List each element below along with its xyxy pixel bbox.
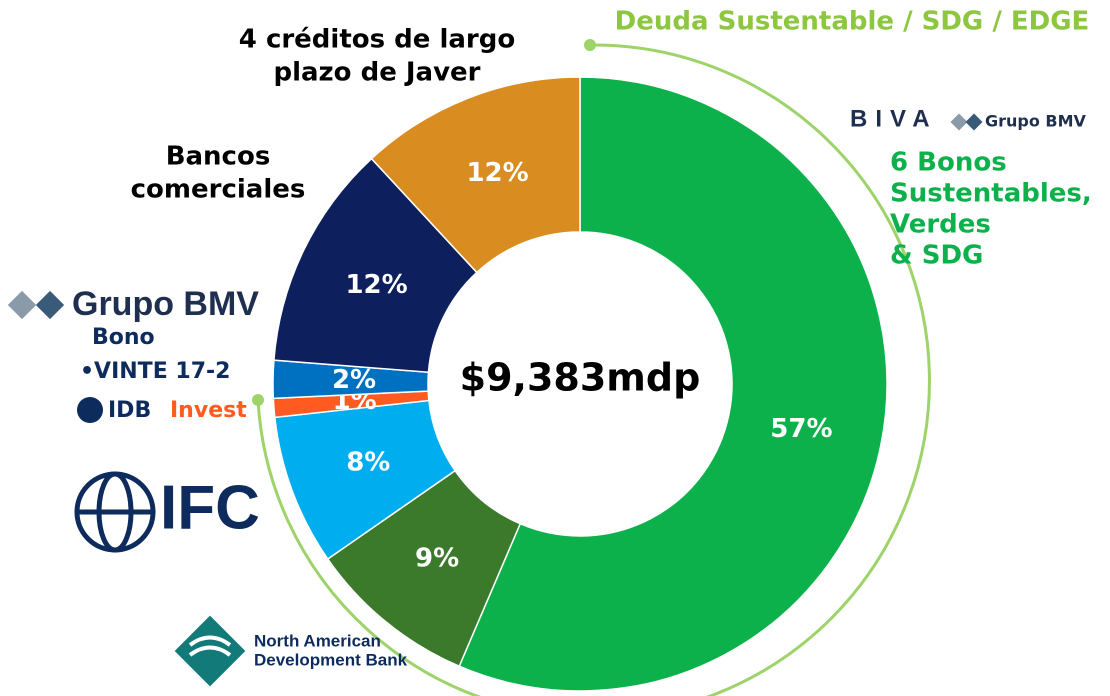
- arc-dot: [252, 394, 264, 406]
- bracket-arc: [256, 43, 931, 696]
- annotation: & SDG: [890, 241, 983, 271]
- slice-label: 2%: [332, 365, 376, 395]
- logo-text: IDB: [108, 398, 151, 423]
- logo-text: BIVA: [850, 105, 938, 132]
- annotation: Bancos: [166, 142, 271, 172]
- slice-label: 9%: [415, 544, 459, 574]
- annotation: •VINTE 17-2: [80, 359, 230, 384]
- slice-label: 12%: [345, 270, 407, 300]
- ifc-globe: [74, 471, 156, 553]
- nadb-icon: [174, 615, 246, 687]
- slice-label: 8%: [346, 448, 390, 478]
- annotation: 6 Bonos: [890, 148, 1007, 178]
- bmv-icon-small: [950, 113, 983, 131]
- logo-text: Grupo BMV: [985, 112, 1087, 131]
- annotation: Deuda Sustentable / SDG / EDGE: [615, 7, 1090, 37]
- arc-dot: [584, 39, 596, 51]
- slice-label: 12%: [466, 158, 528, 188]
- logo-text: Grupo BMV: [72, 285, 259, 323]
- logo-text: Development Bank: [254, 650, 408, 669]
- logo-text: Invest: [170, 398, 247, 423]
- logo-text: IFC: [160, 473, 260, 542]
- annotation: Sustentables,: [890, 179, 1092, 209]
- center-label: $9,383mdp: [460, 356, 701, 400]
- slice-label: 57%: [770, 414, 832, 444]
- donut-slice: [370, 76, 581, 274]
- logo-text: North American: [254, 631, 381, 650]
- annotation: Verdes: [890, 210, 991, 240]
- idb-icon: [77, 397, 103, 423]
- donut-slice: [458, 76, 888, 692]
- bmv-icon: [7, 290, 65, 320]
- annotation: Bono: [92, 325, 155, 350]
- annotation: 4 créditos de largo: [239, 25, 515, 55]
- annotation: comerciales: [131, 175, 306, 205]
- annotation: plazo de Javer: [273, 58, 480, 88]
